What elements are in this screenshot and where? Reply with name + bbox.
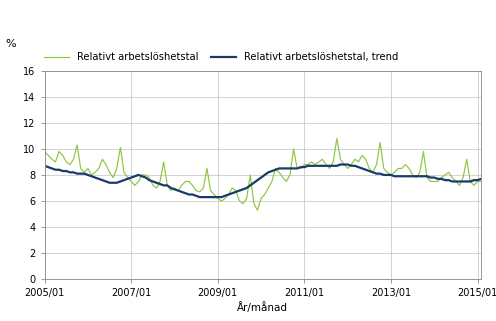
X-axis label: År/månad: År/månad bbox=[238, 302, 288, 313]
Text: %: % bbox=[5, 39, 15, 48]
Relativt arbetslöshetstal bbox=[334, 136, 340, 140]
Relativt arbetslöshetstal, trend bbox=[118, 179, 124, 183]
Legend: Relativt arbetslöshetstal, Relativt arbetslöshetstal, trend: Relativt arbetslöshetstal, Relativt arbe… bbox=[40, 48, 402, 66]
Relativt arbetslöshetstal bbox=[291, 147, 297, 151]
Relativt arbetslöshetstal bbox=[175, 189, 181, 193]
Relativt arbetslöshetstal bbox=[53, 160, 59, 164]
Relativt arbetslöshetstal, trend bbox=[291, 167, 297, 170]
Relativt arbetslöshetstal, trend bbox=[53, 168, 59, 172]
Relativt arbetslöshetstal, trend bbox=[42, 164, 48, 168]
Relativt arbetslöshetstal bbox=[118, 146, 124, 150]
Relativt arbetslöshetstal, trend bbox=[175, 189, 181, 193]
Line: Relativt arbetslöshetstal, trend: Relativt arbetslöshetstal, trend bbox=[45, 162, 496, 197]
Relativt arbetslöshetstal, trend bbox=[197, 195, 203, 199]
Relativt arbetslöshetstal bbox=[42, 150, 48, 153]
Line: Relativt arbetslöshetstal: Relativt arbetslöshetstal bbox=[45, 138, 496, 210]
Relativt arbetslöshetstal bbox=[254, 208, 260, 212]
